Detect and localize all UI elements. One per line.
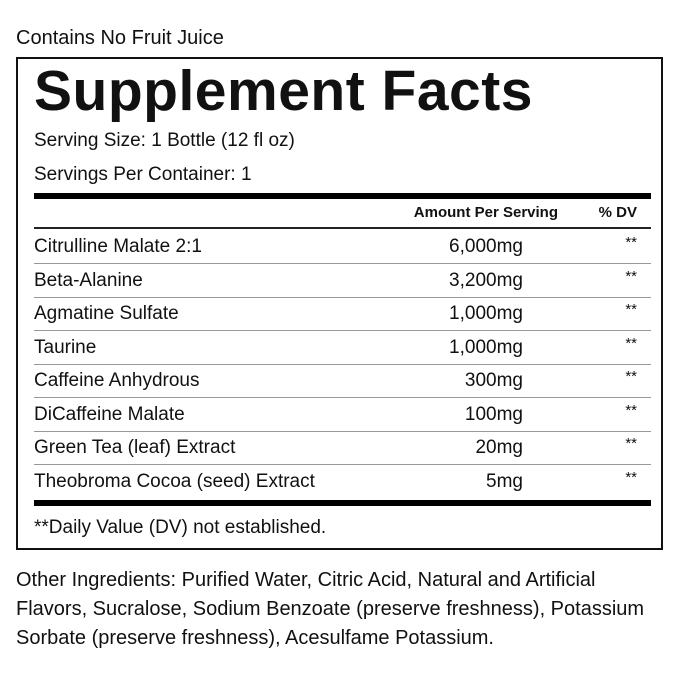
table-row: Caffeine Anhydrous 300mg ** bbox=[34, 364, 651, 398]
ingredient-amount: 1,000mg bbox=[449, 336, 523, 358]
ingredient-dv: ** bbox=[625, 234, 637, 251]
thick-divider bbox=[34, 500, 651, 506]
dv-header: % DV bbox=[598, 204, 637, 221]
servings-per-container: Servings Per Container: 1 bbox=[34, 164, 252, 185]
ingredient-name: Beta-Alanine bbox=[34, 269, 143, 291]
ingredient-name: Taurine bbox=[34, 336, 97, 358]
ingredient-amount: 1,000mg bbox=[449, 303, 523, 324]
table-row: Beta-Alanine 3,200mg ** bbox=[34, 264, 651, 298]
ingredient-amount: 100mg bbox=[464, 403, 523, 425]
ingredient-amount: 6,000mg bbox=[449, 236, 523, 257]
table-row: Theobroma Cocoa (seed) Extract 5mg ** bbox=[34, 465, 651, 498]
ingredient-name: Citrulline Malate 2:1 bbox=[34, 236, 202, 257]
ingredient-amount: 3,200mg bbox=[449, 269, 523, 291]
table-row: Taurine 1,000mg ** bbox=[34, 331, 651, 365]
ingredient-amount: 20mg bbox=[475, 437, 523, 458]
ingredient-amount: 300mg bbox=[464, 370, 523, 391]
other-ingredients: Other Ingredients: Purified Water, Citri… bbox=[16, 569, 645, 649]
table-row: DiCaffeine Malate 100mg ** bbox=[34, 398, 651, 432]
ingredient-amount: 5mg bbox=[486, 470, 523, 492]
ingredient-name: Agmatine Sulfate bbox=[34, 303, 179, 324]
ingredient-dv: ** bbox=[625, 267, 637, 285]
ingredient-dv: ** bbox=[625, 301, 637, 318]
ingredient-name: DiCaffeine Malate bbox=[34, 403, 185, 425]
amount-header: Amount Per Serving bbox=[413, 204, 558, 221]
supplement-facts-panel: Supplement Facts Serving Size: 1 Bottle … bbox=[16, 57, 663, 550]
ingredient-dv: ** bbox=[625, 468, 637, 486]
ingredient-dv: ** bbox=[625, 435, 637, 452]
ingredient-name: Green Tea (leaf) Extract bbox=[34, 437, 236, 458]
table-row: Citrulline Malate 2:1 6,000mg ** bbox=[34, 230, 651, 264]
table-row: Green Tea (leaf) Extract 20mg ** bbox=[34, 431, 651, 465]
panel-title: Supplement Facts bbox=[34, 59, 533, 123]
table-row: Agmatine Sulfate 1,000mg ** bbox=[34, 297, 651, 331]
header-divider bbox=[34, 227, 651, 229]
serving-size: Serving Size: 1 Bottle (12 fl oz) bbox=[34, 130, 295, 151]
top-note: Contains No Fruit Juice bbox=[16, 27, 224, 49]
ingredient-dv: ** bbox=[625, 368, 637, 385]
footnote: **Daily Value (DV) not established. bbox=[34, 517, 327, 538]
ingredient-dv: ** bbox=[625, 401, 637, 419]
ingredient-name: Caffeine Anhydrous bbox=[34, 370, 200, 391]
ingredient-dv: ** bbox=[625, 334, 637, 352]
ingredient-name: Theobroma Cocoa (seed) Extract bbox=[34, 470, 315, 492]
thick-divider bbox=[34, 193, 651, 199]
